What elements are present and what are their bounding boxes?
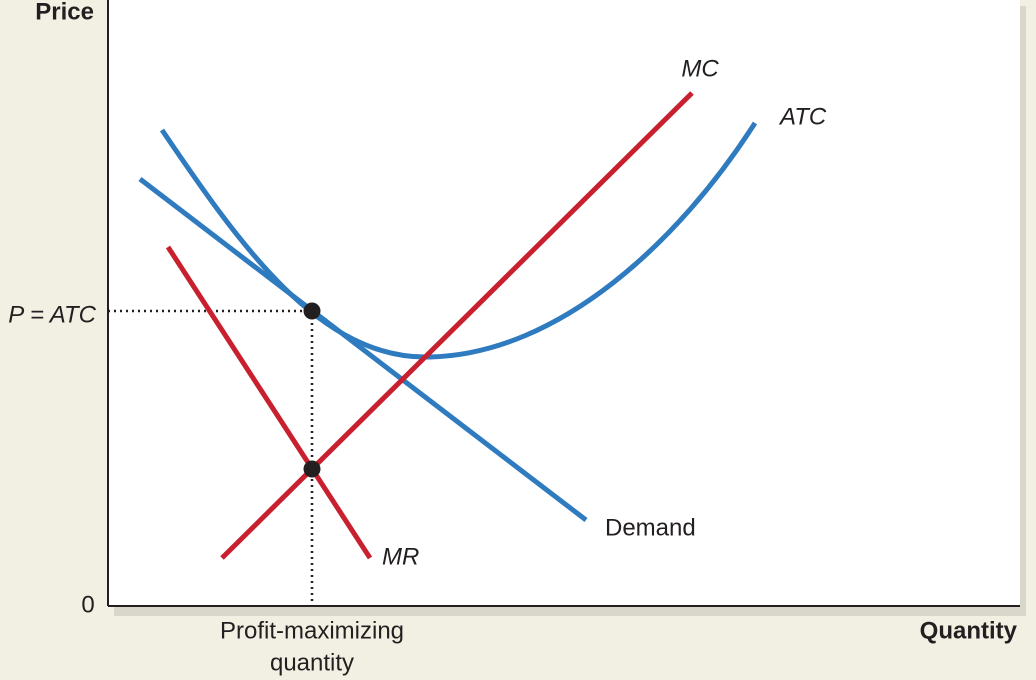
tangency-point bbox=[303, 302, 321, 320]
quantity-level-label: Profit-maximizing bbox=[220, 617, 404, 644]
quantity-level-label: quantity bbox=[270, 649, 354, 676]
price-level-label: P = ATC bbox=[8, 301, 96, 328]
mc-label: MC bbox=[681, 55, 719, 82]
demand-label: Demand bbox=[605, 514, 696, 541]
x-axis-label: Quantity bbox=[920, 617, 1018, 644]
mr-mc-point bbox=[303, 460, 321, 478]
atc-label: ATC bbox=[778, 103, 827, 130]
mc-curve bbox=[220, 91, 694, 560]
mr-label: MR bbox=[382, 543, 419, 570]
atc-curve bbox=[159, 121, 758, 360]
origin-label: 0 bbox=[81, 591, 94, 618]
plot-area bbox=[108, 0, 1020, 606]
y-axis-label: Price bbox=[35, 0, 94, 25]
mr-curve bbox=[165, 245, 373, 560]
demand-curve bbox=[138, 177, 588, 522]
